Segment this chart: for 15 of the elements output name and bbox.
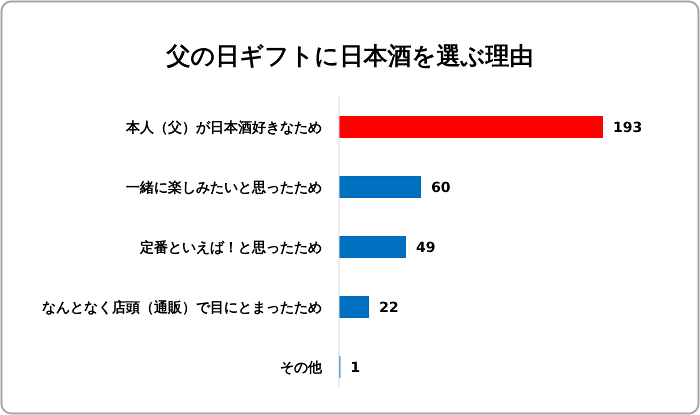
y-tick-label: 本人（父）が日本酒好きなため [125, 120, 322, 136]
data-label: 1 [350, 360, 360, 376]
y-tick-label: 定番といえば！と思ったため [139, 239, 322, 256]
bar [339, 176, 422, 198]
data-label: 22 [379, 300, 399, 316]
bar [339, 116, 603, 138]
y-tick-label: なんとなく店頭（通販）で目にとまったため [42, 299, 322, 316]
bar [339, 236, 406, 258]
data-label: 60 [431, 180, 451, 196]
data-label: 193 [613, 120, 642, 136]
y-tick-label: その他 [280, 360, 323, 376]
bar [339, 296, 370, 318]
y-tick-label: 一緒に楽しみたいと思ったため [126, 180, 322, 196]
chart-title: 父の日ギフトに日本酒を選ぶ理由 [166, 42, 534, 70]
data-label: 49 [416, 240, 436, 256]
